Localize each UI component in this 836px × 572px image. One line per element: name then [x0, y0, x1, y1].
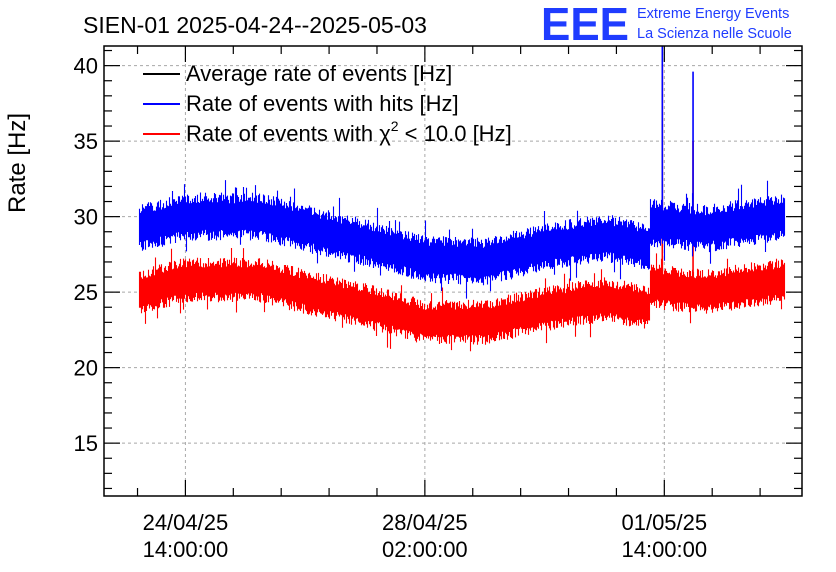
- axes: [103, 45, 803, 497]
- legend: Average rate of events [Hz] Rate of even…: [143, 61, 512, 146]
- x-tick-label-time: 14:00:00: [143, 537, 229, 562]
- series-band: [138, 248, 786, 352]
- tick-marks: [104, 46, 802, 496]
- y-tick-label: 20: [74, 356, 98, 381]
- y-tick-label: 30: [74, 205, 98, 230]
- x-tick-label-time: 14:00:00: [621, 537, 707, 562]
- legend-label-chi2: Rate of events with χ2 < 10.0 [Hz]: [186, 118, 512, 146]
- y-tick-label: 40: [74, 54, 98, 79]
- series-band: [138, 180, 786, 299]
- legend-label-hits: Rate of events with hits [Hz]: [186, 91, 459, 116]
- y-tick-label: 25: [74, 280, 98, 305]
- eee-logo: EEE Extreme Energy Events La Scienza nel…: [541, 0, 792, 50]
- x-tick-label-date: 24/04/25: [143, 510, 229, 535]
- series-hits: [138, 46, 786, 299]
- plot-frame: [103, 45, 803, 497]
- eee-logo-line2: La Scienza nelle Scuole: [637, 26, 792, 42]
- legend-label-average: Average rate of events [Hz]: [186, 61, 452, 86]
- eee-logo-mark: EEE: [541, 0, 629, 50]
- x-tick-label-date: 28/04/25: [382, 510, 468, 535]
- tick-labels: 15202530354024/04/2514:00:0028/04/2502:0…: [74, 54, 708, 562]
- eee-logo-line1: Extreme Energy Events: [637, 6, 789, 22]
- y-tick-label: 35: [74, 129, 98, 154]
- chart-title: SIEN-01 2025-04-24--2025-05-03: [83, 12, 427, 38]
- legend-label-chi2-after: < 10.0 [Hz]: [399, 121, 512, 146]
- legend-label-chi2-before: Rate of events with χ: [186, 121, 391, 146]
- y-tick-label: 15: [74, 431, 98, 456]
- series-layer: [138, 46, 786, 352]
- x-tick-label-date: 01/05/25: [621, 510, 707, 535]
- y-axis-label: Rate [Hz]: [4, 113, 31, 213]
- legend-label-chi2-sup: 2: [391, 118, 399, 134]
- x-tick-label-time: 02:00:00: [382, 537, 468, 562]
